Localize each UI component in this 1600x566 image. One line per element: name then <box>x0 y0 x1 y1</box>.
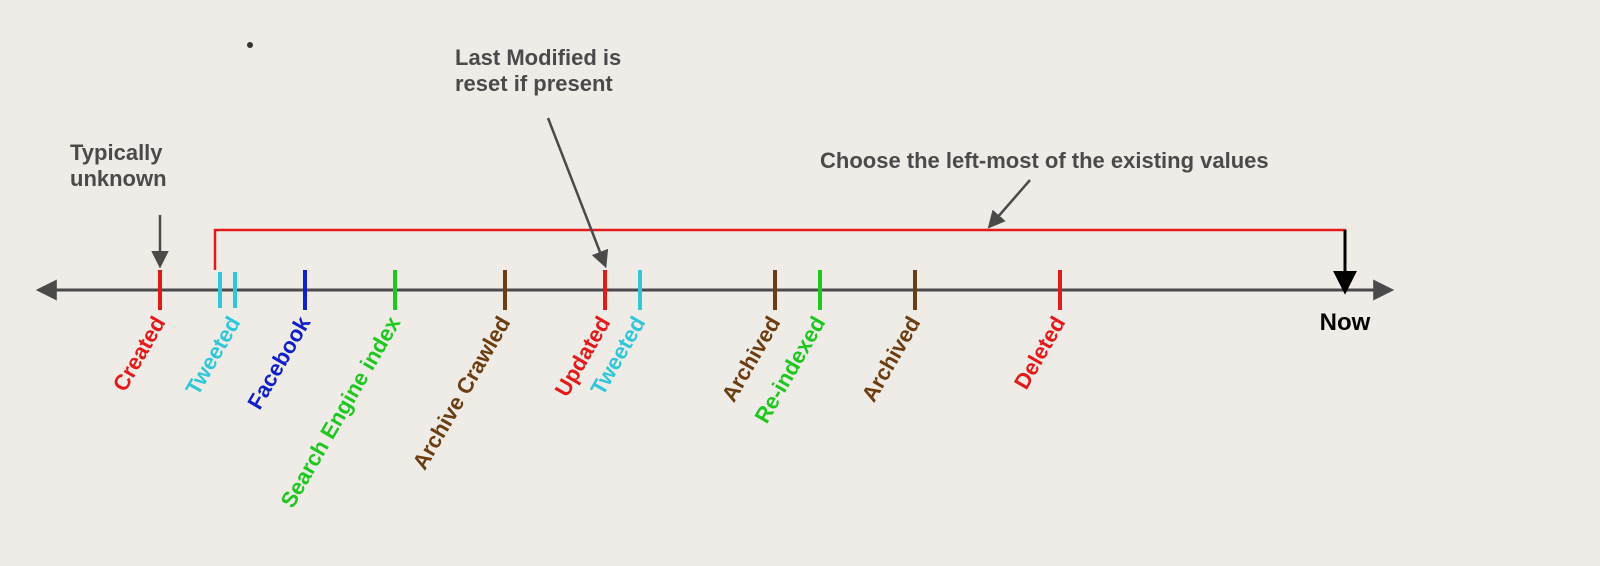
svg-text:Typicallyunknown: Typicallyunknown <box>70 140 167 191</box>
svg-text:Choose the left-most of the ex: Choose the left-most of the existing val… <box>820 148 1269 173</box>
label-archivecrawl: Archive Crawled <box>407 312 515 474</box>
label-facebook: Facebook <box>242 311 315 413</box>
label-created: Created <box>108 312 171 395</box>
now-label: Now <box>1320 309 1371 336</box>
label-archived2: Archived <box>857 312 926 406</box>
annotation-last-modified: Last Modified isreset if present <box>455 45 621 265</box>
selection-bracket <box>215 230 1345 270</box>
timeline-diagram: Now CreatedTweetedFacebookSearch Engine … <box>0 0 1600 566</box>
event-ticks: CreatedTweetedFacebookSearch Engine inde… <box>108 270 1071 512</box>
annotation-choose-leftmost: Choose the left-most of the existing val… <box>820 148 1269 226</box>
label-tweeted1: Tweeted <box>180 312 245 399</box>
stray-dot <box>247 42 253 48</box>
svg-text:Last Modified isreset if prese: Last Modified isreset if present <box>455 45 621 96</box>
annotation-typically-unknown: Typicallyunknown <box>70 140 167 265</box>
label-deleted: Deleted <box>1009 312 1070 393</box>
